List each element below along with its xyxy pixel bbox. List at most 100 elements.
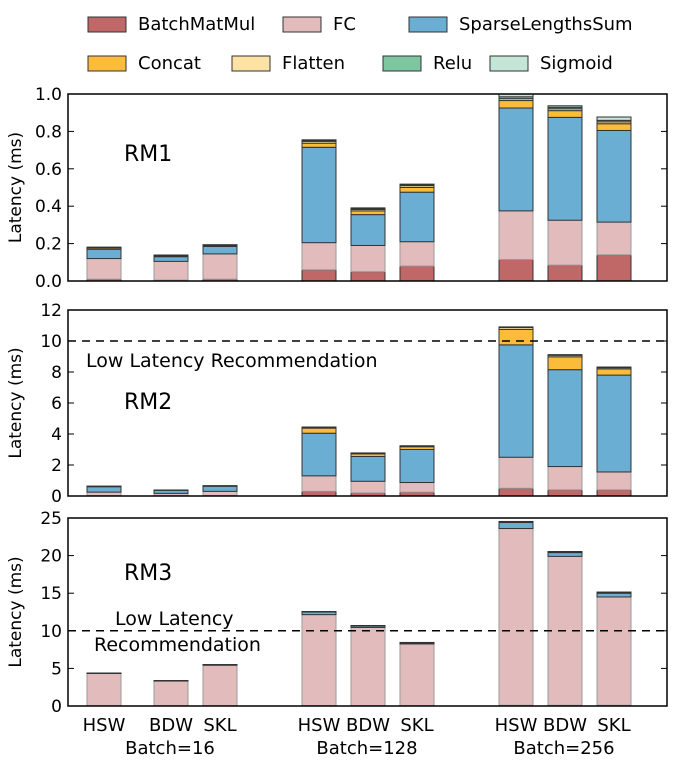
bar-p0-c5-sparselengthssum: [400, 192, 434, 242]
ytick-label-p1-5: 10: [40, 332, 62, 352]
bar-p1-c8-batchmatmul: [597, 490, 631, 496]
ytick-label-p2-5: 25: [40, 509, 62, 529]
annotation-2-0: Low Latency: [115, 608, 234, 630]
bar-p0-c4-fc: [351, 245, 385, 271]
bar-p1-c6-fc: [499, 457, 533, 488]
ytick-label-p1-1: 2: [51, 456, 62, 476]
ytick-label-p2-3: 15: [40, 584, 62, 604]
bar-p1-c7-sparselengthssum: [548, 370, 582, 467]
group-label-2: Batch=256: [513, 738, 614, 759]
bar-p0-c0-sparselengthssum: [87, 249, 121, 258]
bar-p1-c6-batchmatmul: [499, 488, 533, 496]
bar-p2-c1-fc: [154, 681, 188, 706]
ylabel-0: Latency (ms): [6, 132, 26, 243]
ytick-label-p2-4: 20: [40, 547, 62, 567]
bar-p0-c8-batchmatmul: [597, 255, 631, 281]
ylabel-2: Latency (ms): [6, 556, 26, 667]
bar-p0-c8-sparselengthssum: [597, 130, 631, 222]
legend-label-4: Flatten: [282, 53, 345, 74]
legend-label-5: Relu: [433, 53, 472, 74]
bar-p1-c2-sparselengthssum: [203, 486, 237, 491]
ytick-label-p1-0: 0: [51, 487, 62, 507]
bar-p1-c7-fc: [548, 467, 582, 490]
bar-p1-c3-concat: [302, 428, 336, 433]
legend-swatch-2: [409, 17, 447, 32]
bar-p0-c6-concat: [499, 101, 533, 108]
ytick-label-p0-4: 0.8: [35, 122, 62, 142]
bar-p0-c2-fc: [203, 254, 237, 279]
bar-p0-c3-concat: [302, 143, 336, 147]
ytick-label-p2-2: 10: [40, 622, 62, 642]
bar-p1-c8-sparselengthssum: [597, 375, 631, 472]
bar-p2-c8-sparselengthssum: [597, 593, 631, 597]
bar-p0-c6-fc: [499, 211, 533, 260]
legend-label-2: SparseLengthsSum: [459, 14, 633, 35]
bar-p0-c5-sigmoid: [400, 184, 434, 185]
bar-p0-c3-sigmoid: [302, 140, 336, 141]
bar-p0-c5-fc: [400, 242, 434, 266]
bar-p2-c4-fc: [351, 627, 385, 705]
bar-p0-c5-concat: [400, 188, 434, 193]
xtick-label-7: BDW: [543, 715, 587, 736]
annotation-2-1: Recommendation: [94, 634, 261, 656]
bar-p0-c3-batchmatmul: [302, 270, 336, 281]
bar-p0-c4-sigmoid: [351, 208, 385, 209]
legend-swatch-3: [88, 56, 126, 71]
bar-p0-c2-sparselengthssum: [203, 246, 237, 253]
bar-p0-c7-batchmatmul: [548, 265, 582, 281]
ylabel-1: Latency (ms): [6, 347, 26, 458]
bar-p2-c2-fc: [203, 665, 237, 706]
xtick-label-1: BDW: [149, 715, 193, 736]
bar-p0-c1-fc: [154, 261, 188, 280]
panel-label-2: RM3: [124, 561, 172, 586]
ytick-label-p2-1: 5: [51, 659, 62, 679]
bar-p1-c0-sparselengthssum: [87, 487, 121, 492]
xtick-label-2: SKL: [203, 715, 236, 736]
bar-p0-c7-sparselengthssum: [548, 117, 582, 220]
bar-p0-c6-sparselengthssum: [499, 108, 533, 211]
bar-p2-c6-fc: [499, 529, 533, 706]
bar-p1-c7-batchmatmul: [548, 490, 582, 496]
legend-swatch-4: [232, 56, 270, 71]
ytick-label-p1-6: 12: [40, 301, 62, 321]
bar-p0-c8-fc: [597, 222, 631, 255]
bar-p0-c7-concat: [548, 111, 582, 118]
legend-label-6: Sigmoid: [540, 53, 613, 74]
bar-p2-c7-sparselengthssum: [548, 553, 582, 557]
panel-label-1: RM2: [124, 390, 172, 415]
xtick-label-6: HSW: [495, 715, 538, 736]
bar-p0-c1-sparselengthssum: [154, 257, 188, 262]
bar-p1-c8-fc: [597, 472, 631, 490]
bar-p0-c4-sparselengthssum: [351, 215, 385, 246]
annotation-1-0: Low Latency Recommendation: [86, 350, 378, 372]
legend-label-1: FC: [333, 14, 356, 35]
panel-label-0: RM1: [124, 142, 172, 167]
bar-p1-c5-sparselengthssum: [400, 450, 434, 483]
ytick-label-p0-0: 0.0: [35, 272, 62, 292]
bar-p0-c7-sigmoid: [548, 106, 582, 107]
bar-p1-c3-fc: [302, 476, 336, 492]
legend-swatch-0: [88, 17, 126, 32]
ytick-label-p0-2: 0.4: [35, 197, 62, 217]
bar-p2-c8-fc: [597, 597, 631, 705]
xtick-label-4: BDW: [346, 715, 390, 736]
bar-p1-c3-sparselengthssum: [302, 433, 336, 476]
bar-p0-c6-batchmatmul: [499, 259, 533, 281]
ytick-label-p1-3: 6: [51, 394, 62, 414]
bar-p1-c5-fc: [400, 483, 434, 493]
bar-p1-c4-sparselengthssum: [351, 456, 385, 481]
ytick-label-p1-4: 8: [51, 363, 62, 383]
bar-p2-c5-fc: [400, 644, 434, 706]
bar-p0-c3-sparselengthssum: [302, 147, 336, 242]
ytick-label-p1-2: 4: [51, 425, 62, 445]
bar-p0-c3-fc: [302, 243, 336, 270]
xtick-label-3: HSW: [298, 715, 341, 736]
xtick-label-5: SKL: [400, 715, 433, 736]
legend-swatch-5: [383, 56, 421, 71]
bar-p0-c4-concat: [351, 211, 385, 215]
bar-p0-c5-batchmatmul: [400, 266, 434, 281]
bar-p1-c4-fc: [351, 481, 385, 493]
legend-label-0: BatchMatMul: [138, 14, 255, 35]
bar-p1-c0-fc: [87, 492, 121, 495]
